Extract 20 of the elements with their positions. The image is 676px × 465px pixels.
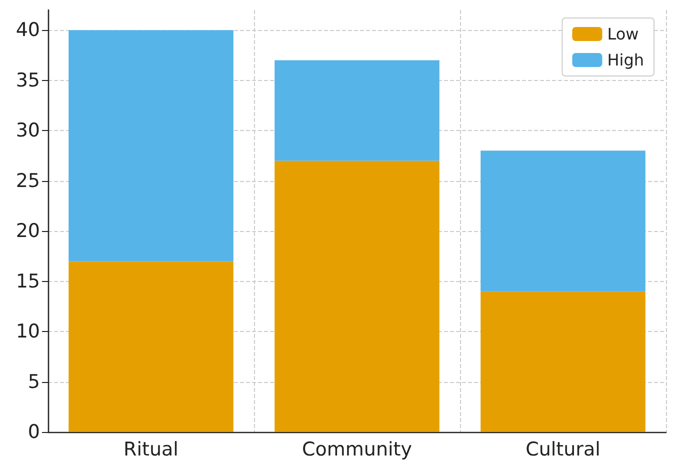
bar — [68, 30, 234, 262]
y-tick-label: 20 — [16, 220, 40, 242]
y-tick-label: 30 — [16, 120, 40, 142]
y-tick-label: 10 — [16, 320, 40, 343]
bar — [274, 60, 440, 161]
y-tick-label: 0 — [28, 421, 40, 443]
bar — [480, 291, 646, 432]
y-tick-label: 25 — [16, 170, 40, 192]
x-tick-label: Cultural — [526, 438, 600, 460]
y-tick-label: 40 — [16, 19, 40, 42]
x-tick-label: Community — [302, 438, 412, 460]
bar — [68, 261, 234, 432]
bar — [480, 150, 646, 292]
legend-label: High — [607, 50, 644, 70]
y-tick-label: 35 — [16, 69, 40, 92]
y-tick-label: 5 — [28, 370, 40, 393]
x-tick-label: Ritual — [124, 438, 178, 460]
y-tick-label: 15 — [16, 270, 40, 292]
legend-label: Low — [607, 24, 639, 44]
bar — [274, 160, 440, 432]
